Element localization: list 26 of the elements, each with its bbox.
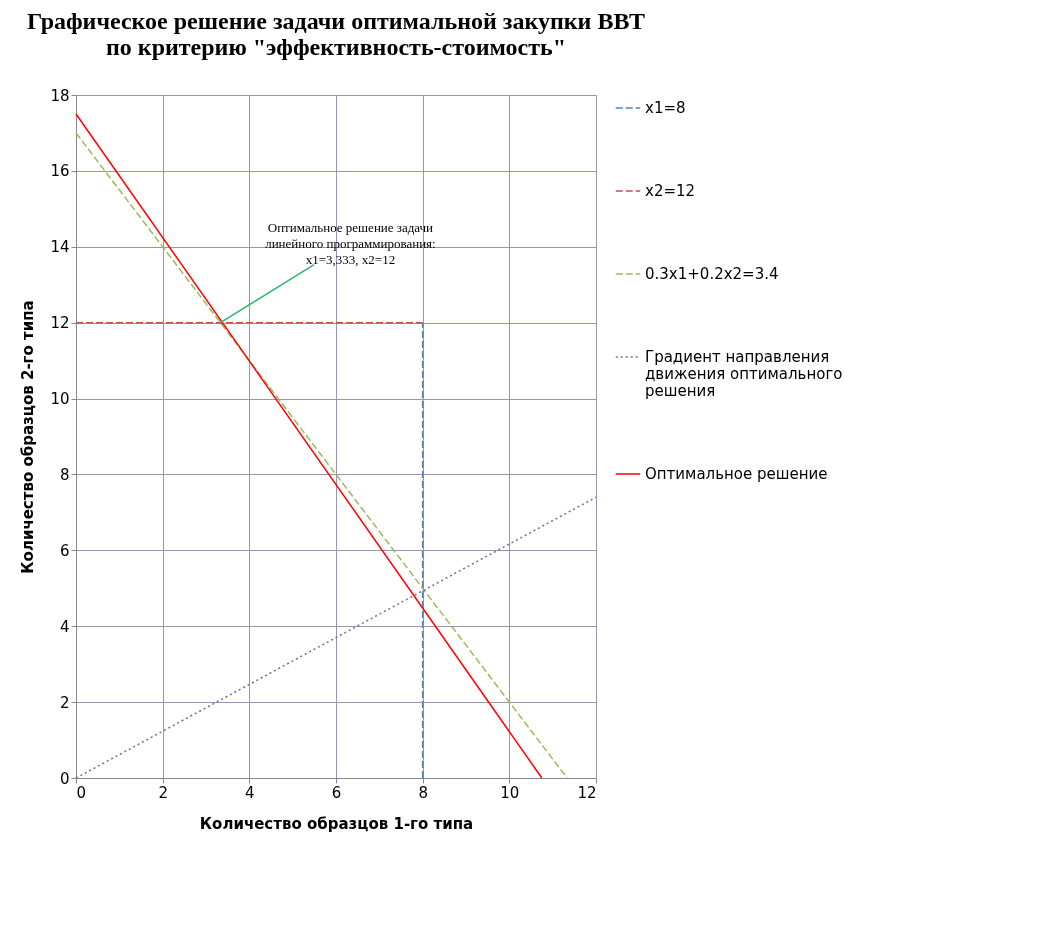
y-tick-label: 12: [50, 314, 70, 333]
x-tick-label: 2: [158, 783, 168, 802]
annotation: Оптимальное решение задачи линейного программирования: x1=3,333, x2=12: [265, 219, 436, 267]
y-tick-label: 2: [59, 693, 70, 712]
y-tick-label: 14: [50, 238, 70, 257]
y-tick-label: 4: [59, 617, 70, 636]
x-axis-title: Количество образцов 1-го типа: [199, 814, 474, 833]
x-tick-label: 12: [577, 783, 597, 802]
y-tick-label: 0: [59, 769, 70, 788]
y-tick-label: 18: [50, 86, 70, 105]
y-tick-label: 8: [59, 465, 70, 484]
x-tick-label: 10: [500, 783, 520, 802]
y-axis-title: Количество образцов 2-го типа: [19, 300, 38, 574]
y-tick-label: 10: [50, 390, 70, 409]
y-tick-label: 16: [50, 162, 70, 181]
x-tick-label: 0: [76, 783, 87, 802]
legend-label: x2=12: [645, 182, 696, 200]
x-tick-label: 8: [418, 783, 428, 802]
x-tick-label: 6: [331, 783, 342, 802]
legend-label: Оптимальное решение: [645, 465, 828, 483]
legend-label: x1=8: [645, 99, 686, 117]
x-tick-label: 4: [245, 783, 255, 802]
legend-label: Градиент направления движения оптимального решения: [645, 348, 843, 400]
legend-label: 0.3x1+0.2x2=3.4: [645, 265, 779, 283]
y-tick-label: 6: [59, 541, 70, 560]
chart-title: Графическое решение задачи оптимальной закупки ВВТ по критерию "эффективность-стоимость": [26, 8, 646, 60]
